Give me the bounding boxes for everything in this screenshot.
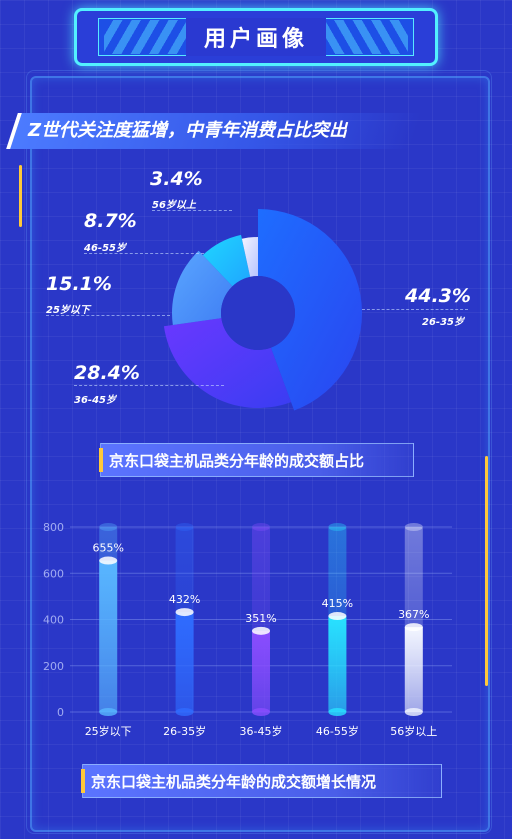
bar-value-label: 367% <box>398 608 429 621</box>
slice-pct-56plus: 3.4% <box>150 168 203 190</box>
donut-slice-0 <box>258 209 363 411</box>
x-tick-label: 25岁以下 <box>85 724 132 738</box>
x-tick-label: 56岁以上 <box>390 724 437 738</box>
bar-track-cap <box>99 523 118 531</box>
bar-base <box>328 708 347 716</box>
y-tick-label: 0 <box>57 706 64 719</box>
page-title: 用户画像 <box>186 18 326 56</box>
outer-frame-glow <box>26 70 492 834</box>
headline-text: Z世代关注度猛增，中青年消费占比突出 <box>28 120 348 141</box>
bar-top-cap <box>404 623 423 632</box>
bar-3 <box>328 616 347 712</box>
bar-base <box>99 708 118 716</box>
slice-age-under25: 25岁以下 <box>46 305 90 316</box>
bar-track-cap <box>404 523 423 531</box>
donut-slice-3 <box>202 234 251 287</box>
leader-36-45 <box>74 385 224 386</box>
donut-hole <box>221 276 295 350</box>
donut-slice-2 <box>171 250 233 325</box>
donut-slice-4 <box>241 237 258 277</box>
bar-2 <box>252 630 270 712</box>
donut-slice-1 <box>163 318 292 408</box>
y-tick-label: 400 <box>43 614 64 627</box>
donut-caption: 京东口袋主机品类分年龄的成交额占比 <box>99 443 414 477</box>
leader-under25 <box>46 315 170 316</box>
bar-top-cap <box>99 556 118 565</box>
bar-value-label: 415% <box>322 597 353 610</box>
slice-age-56plus: 56岁以上 <box>152 200 196 211</box>
leader-26-35 <box>362 309 468 310</box>
slice-age-46-55: 46-55岁 <box>84 243 126 254</box>
slice-pct-26-35: 44.3% <box>405 285 471 307</box>
bar-value-label: 655% <box>92 542 123 555</box>
bar-base <box>404 708 423 716</box>
bar-value-label: 351% <box>245 612 276 625</box>
y-tick-label: 600 <box>43 567 64 580</box>
x-tick-label: 26-35岁 <box>163 724 206 738</box>
slice-pct-46-55: 8.7% <box>84 210 137 232</box>
accent-bar-right <box>485 456 488 686</box>
bar-base <box>252 708 270 716</box>
x-tick-label: 46-55岁 <box>316 724 359 738</box>
leader-56plus <box>152 210 232 211</box>
bar-track-cap <box>175 523 194 531</box>
leader-46-55 <box>84 253 204 254</box>
bar-top-cap <box>175 608 194 617</box>
content-frame <box>30 76 490 832</box>
bar-track-cap <box>252 523 270 531</box>
bar-1 <box>175 612 194 712</box>
bar-top-cap <box>252 626 270 635</box>
bar-value-label: 432% <box>169 593 200 606</box>
bar-caption: 京东口袋主机品类分年龄的成交额增长情况 <box>81 764 442 798</box>
slice-age-26-35: 26-35岁 <box>422 317 464 328</box>
slice-age-36-45: 36-45岁 <box>74 395 116 406</box>
bar-track-cap <box>328 523 347 531</box>
accent-bar-left <box>19 165 22 227</box>
y-tick-label: 800 <box>43 521 64 534</box>
bar-4 <box>404 627 423 712</box>
y-tick-label: 200 <box>43 660 64 673</box>
slice-pct-36-45: 28.4% <box>74 362 140 384</box>
bar-top-cap <box>328 612 347 621</box>
x-tick-label: 36-45岁 <box>240 724 283 738</box>
bar-base <box>175 708 194 716</box>
bar-0 <box>99 560 118 712</box>
section-header: 用户画像 <box>74 8 438 66</box>
slice-pct-under25: 15.1% <box>46 273 112 295</box>
